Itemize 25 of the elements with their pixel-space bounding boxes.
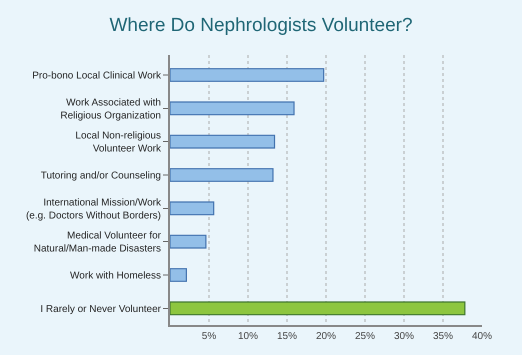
x-tick-label: 25% [354,331,376,342]
x-tick-label: 40% [472,331,492,342]
bar [170,168,274,182]
y-tick-label: Work Associated with Religious Organization [60,97,161,122]
bar [170,234,206,249]
chart-title: Where Do Nephrologists Volunteer? [109,15,413,36]
bar [170,201,214,216]
x-tick-label: 35% [432,331,454,342]
y-tick-label: Local Non-religious Volunteer Work [75,130,162,155]
y-tick-label: Medical Volunteer for Natural/Man-made Disasters [34,230,162,255]
x-tick-label: 20% [316,331,336,342]
bar [170,101,295,116]
y-tick-label: I Rarely or Never Volunteer [40,304,162,315]
y-tick-label: International Mission/Work (e.g. Doctors Without Borders) [26,197,162,222]
x-tick-label: 10% [238,331,258,342]
x-tick-label: 5% [202,331,216,342]
bar [170,134,276,149]
y-tick-label: Work with Homeless [70,270,161,282]
bar [170,268,187,282]
bar [170,68,324,82]
x-tick-label: 15% [276,331,298,342]
y-tick-label: Tutoring and/or Counseling [40,170,161,182]
bar [170,301,466,316]
x-tick-label: 30% [394,331,414,342]
y-tick-label: Pro-bono Local Clinical Work [32,70,162,82]
